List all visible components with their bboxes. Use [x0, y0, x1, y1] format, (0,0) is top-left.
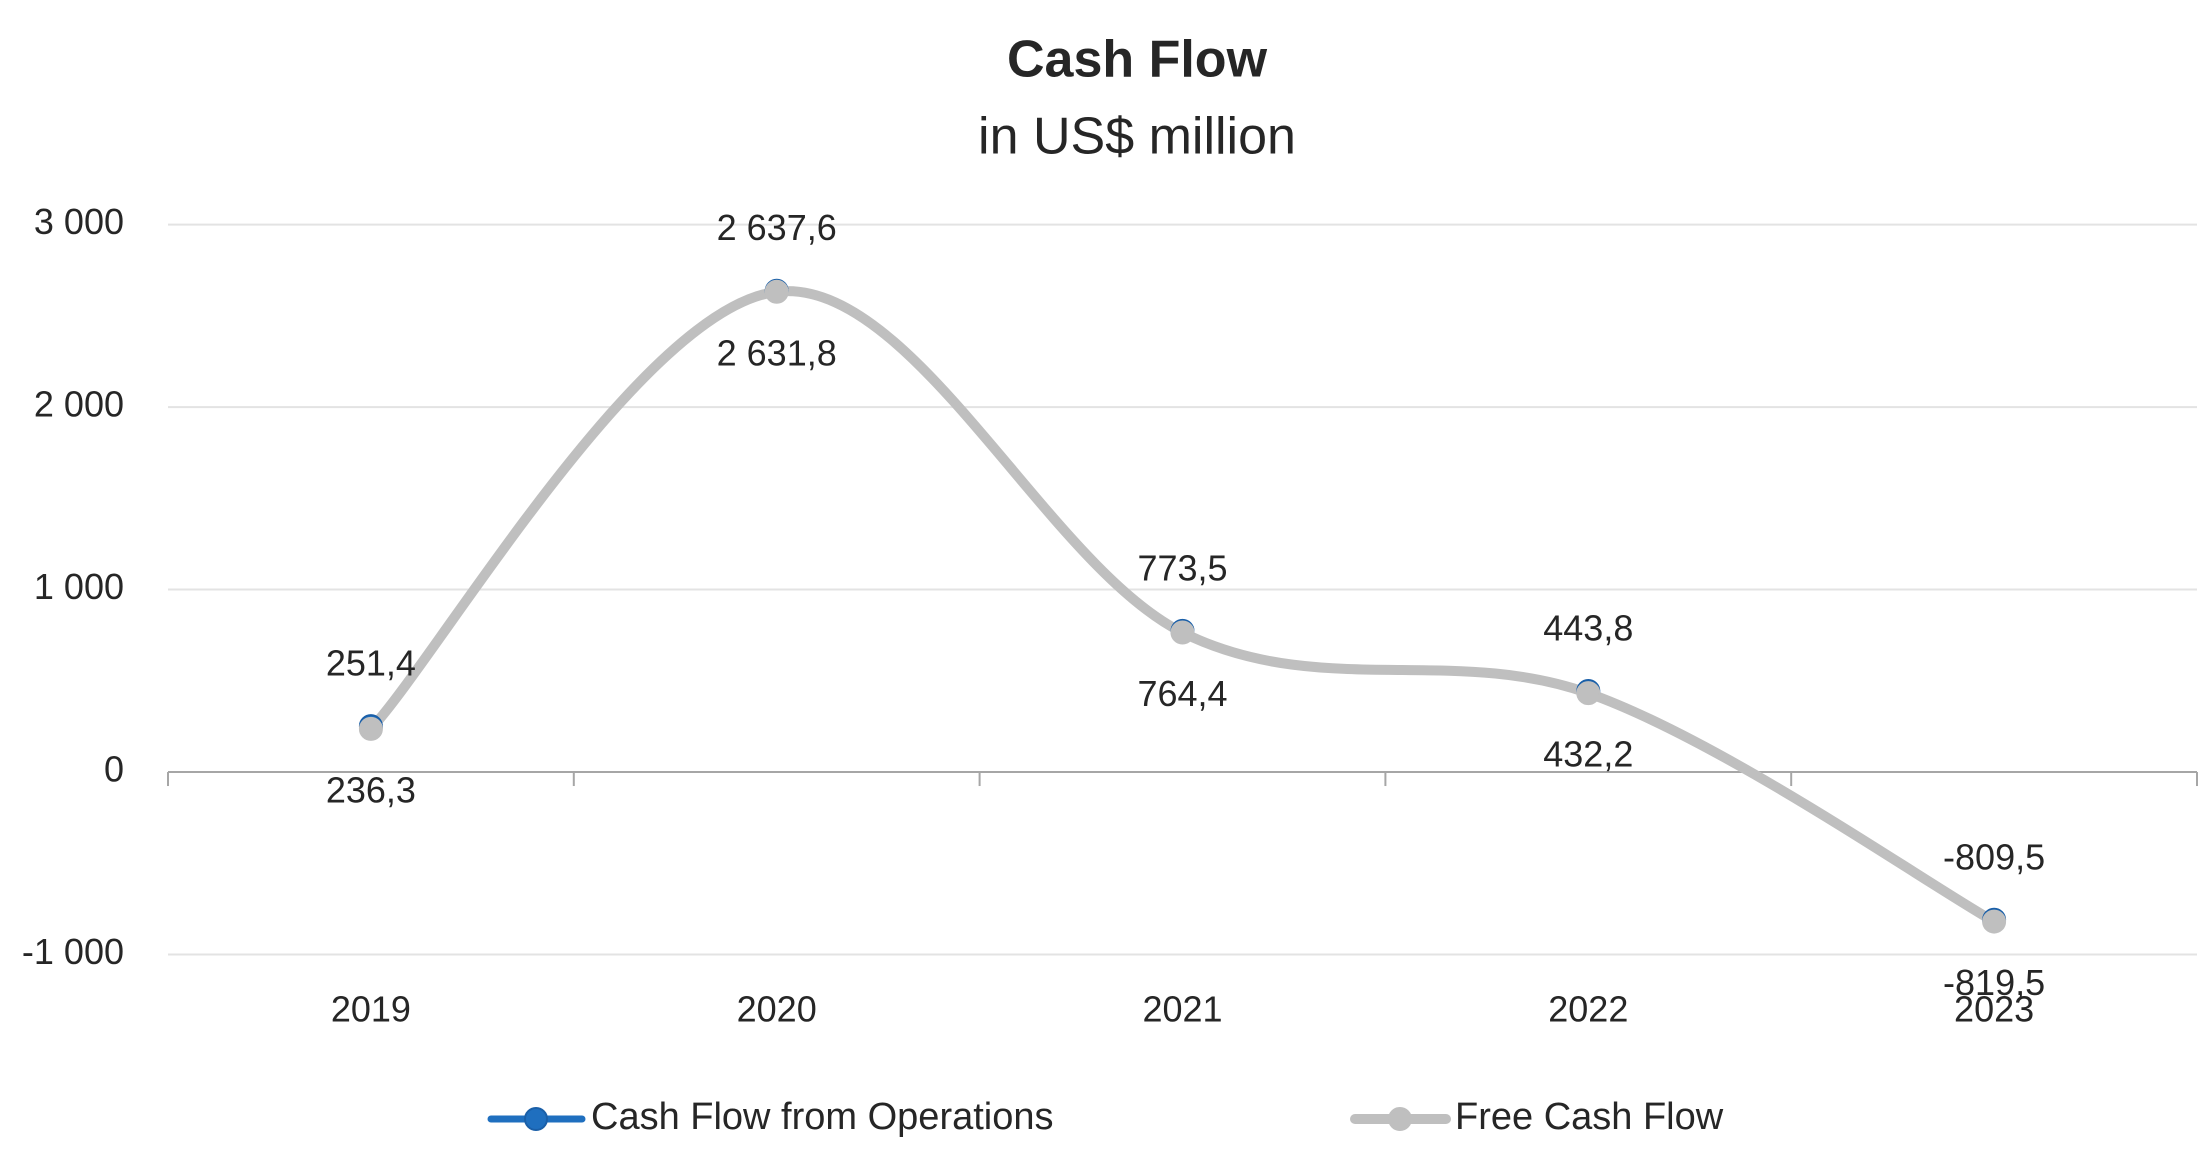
x-tick-label: 2021	[1142, 989, 1222, 1030]
data-label: 764,4	[1137, 673, 1227, 714]
legend-marker	[524, 1107, 548, 1131]
series-line	[368, 288, 1997, 922]
legend-label: Cash Flow from Operations	[591, 1096, 1054, 1138]
x-tick-label: 2022	[1548, 989, 1628, 1030]
data-label: -809,5	[1943, 836, 2045, 877]
data-label: -819,5	[1943, 962, 2045, 1003]
legend-marker	[1388, 1107, 1412, 1131]
chart-title: Cash Flow	[1007, 31, 1268, 89]
data-label: 2 631,8	[717, 332, 837, 373]
data-point	[1576, 681, 1601, 706]
x-tick-label: 2020	[737, 989, 817, 1030]
data-label: 251,4	[326, 643, 416, 684]
data-point	[764, 279, 789, 304]
chart-subtitle: in US$ million	[978, 108, 1296, 166]
y-tick-label: 0	[104, 749, 124, 790]
y-tick-label: 2 000	[34, 384, 124, 425]
y-tick-label: 1 000	[34, 566, 124, 607]
x-tick-label: 2019	[331, 989, 411, 1030]
data-point	[358, 716, 383, 741]
y-tick-label: -1 000	[22, 931, 124, 972]
series-line	[365, 286, 2000, 927]
data-point	[1170, 620, 1195, 645]
data-label: 236,3	[326, 769, 416, 810]
data-label: 432,2	[1543, 734, 1633, 775]
data-label: 773,5	[1137, 547, 1227, 588]
legend-label: Free Cash Flow	[1455, 1096, 1724, 1138]
data-point	[1982, 909, 2007, 934]
y-tick-label: 3 000	[34, 201, 124, 242]
x-tick-label: 2023	[1954, 989, 2034, 1030]
data-label: 443,8	[1543, 608, 1633, 649]
data-label: 2 637,6	[717, 207, 837, 248]
